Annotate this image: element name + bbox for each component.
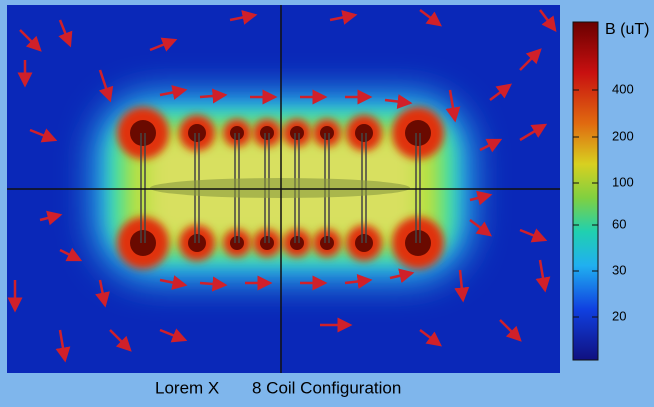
field-arrow [149,37,178,52]
coil-core [405,120,431,146]
coil-core [290,236,304,250]
colorbar-tick-label: 60 [612,216,626,231]
field-arrow [58,19,73,48]
caption-right: 8 Coil Configuration [252,378,401,397]
field-arrow [229,10,258,25]
field-plot [7,5,560,373]
field-arrow [539,9,557,32]
coil-core [230,236,244,250]
coil-core [355,124,373,142]
field-arrow [344,274,373,289]
field-arrow [199,88,228,104]
coil-core [320,236,334,250]
coil-core [230,126,244,140]
field-arrow [329,10,358,25]
field-arrow [499,319,522,342]
coil-core [130,230,156,256]
colorbar-tick-label: 100 [612,174,634,189]
coil-core [355,234,373,252]
coil-core [260,236,274,250]
field-arrow [519,48,542,71]
field-arrow [469,219,492,237]
colorbar-title: B (uT) [605,21,649,38]
coil-core [130,120,156,146]
field-arrow [159,328,188,343]
colorbar-tick-label: 400 [612,81,634,96]
field-arrow [159,275,188,290]
field-arrow [159,85,188,100]
field-arrow [98,69,114,103]
field-arrow [55,329,71,363]
coil-core [320,126,334,140]
colorbar-tick-label: 200 [612,128,634,143]
field-arrow [479,138,503,153]
field-arrow [445,89,461,123]
field-arrow [199,276,228,292]
field-arrow [384,94,413,109]
field-arrow [39,210,63,226]
field-arrow [419,329,442,347]
field-arrow [489,83,512,101]
field-arrow [535,259,551,293]
colorbar-tick-label: 30 [612,262,626,277]
caption-left: Lorem X [155,378,219,397]
field-arrow [95,279,110,308]
field-arrow [469,190,493,206]
field-arrow [29,128,58,143]
coil-core [290,126,304,140]
coil-core [188,124,206,142]
coil-core [260,126,274,140]
coil-core [405,230,431,256]
field-arrow [519,123,548,142]
field-arrow [519,228,548,243]
colorbar-tick-label: 20 [612,308,626,323]
coil-core [188,234,206,252]
field-arrow [389,268,415,284]
field-arrow [454,269,470,303]
colorbar [572,21,599,361]
field-arrow [419,9,442,27]
field-arrow [19,29,42,52]
field-arrow [59,247,83,262]
field-arrow [109,329,132,352]
